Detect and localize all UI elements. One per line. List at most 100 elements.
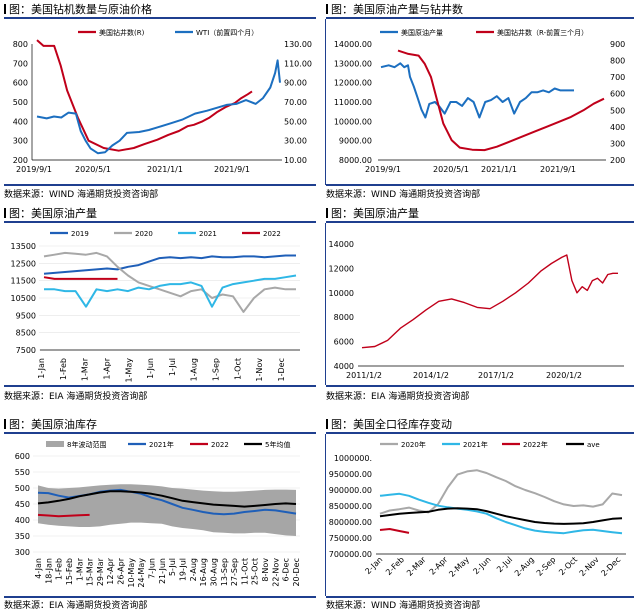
panel-1-source-rule — [4, 184, 316, 186]
x-tick-label-12: 21-Jun — [158, 558, 167, 584]
y-tick-label-2-6: 7500 — [16, 346, 36, 355]
x-tick-label-6: 2-Jul — [495, 555, 514, 574]
x-tick-label-11: 7-Jun — [148, 558, 157, 579]
series-line-1 — [36, 59, 281, 155]
y-tick-label-5-2: 900000.00 — [329, 486, 372, 495]
y2-tick-label-1-2: 700 — [610, 73, 625, 82]
x-tick-label-11: 2-Dec — [599, 555, 622, 578]
x-tick-label-7: 2-Aug — [513, 555, 536, 578]
series-line-2 — [37, 513, 90, 518]
y-tick-label-4-2: 500 — [15, 484, 30, 493]
panel-6-source-rule — [326, 596, 634, 598]
y-tick-label-5-6: 700000.00 — [329, 550, 372, 559]
y-tick-label-3-4: 6000 — [334, 338, 354, 347]
y-tick-label-4-6: 300 — [15, 548, 30, 557]
legend-item-1: 美国钻井数（R-前置三个月） — [497, 28, 588, 37]
y2-tick-label-0-5: 30.00 — [284, 137, 307, 146]
y2-tick-label-1-4: 500 — [610, 106, 625, 115]
y-tick-label-4-0: 600 — [15, 452, 30, 461]
x-tick-label-11: 1-Dec — [277, 358, 286, 381]
x-tick-label-17: 30-Aug — [209, 558, 218, 587]
y-tick-label-4-5: 350 — [15, 532, 30, 541]
panel-6-title: 图：美国全口径库存变动 — [326, 418, 452, 431]
x-tick-label-3: 2021/9/1 — [214, 165, 250, 174]
legend-item-0: 美国原油产量 — [401, 28, 443, 37]
legend-item-0: 美国钻井数(R) — [99, 28, 145, 37]
x-tick-label-3: 1-Apr — [102, 357, 111, 379]
panel-6-title-rule — [326, 432, 634, 434]
y-tick-label-1-1: 13000.00 — [334, 59, 372, 68]
x-tick-label-8: 1-Sep — [212, 358, 221, 381]
y-tick-label-2-5: 8500 — [16, 329, 36, 338]
legend-item-0: 8年波动范围 — [67, 440, 106, 449]
x-tick-label-25: 20-Dec — [292, 558, 301, 587]
y2-tick-label-1-0: 900 — [610, 40, 625, 49]
series-line-3 — [379, 507, 623, 525]
panel-3-source-rule — [4, 385, 316, 387]
legend-item-2: 2022年 — [523, 440, 548, 449]
x-tick-label-2: 1-Mar — [81, 357, 90, 381]
x-tick-label-2: 2021/1/1 — [147, 165, 183, 174]
x-tick-label-6: 29-Mar — [96, 557, 105, 586]
panel-2-source-rule — [326, 184, 634, 186]
x-tick-label-7: 1-Aug — [190, 358, 199, 381]
x-tick-label-9: 2-Oct — [557, 555, 579, 577]
x-tick-label-9: 1-Oct — [233, 358, 242, 380]
series-line-0 — [43, 254, 296, 275]
y-tick-label-1-5: 9000.00 — [339, 137, 372, 146]
total-inventory-change-chart: 1000000. 950000.00 900000.00 850000.00 80000… — [329, 440, 626, 579]
x-tick-label-5: 2-Jun — [471, 555, 492, 576]
panel-3-title-rule — [4, 221, 316, 223]
x-tick-label-21: 25-Oct — [251, 558, 260, 585]
y-tick-label-5-0: 1000000. — [334, 454, 372, 463]
x-tick-label-7: 12-Apr — [106, 557, 115, 584]
legend-item-2: 2021 — [199, 230, 217, 238]
series-line-0 — [361, 254, 618, 349]
y-tick-label-3-2: 10000 — [329, 289, 354, 298]
series-line-3 — [37, 490, 297, 508]
x-tick-label-3: 2-Apr — [428, 555, 450, 577]
panel-5-source-rule — [4, 596, 316, 598]
x-tick-label-3: 2021/9/1 — [540, 165, 576, 174]
y-tick-label-0-6: 200 — [13, 156, 28, 165]
y-tick-label-2-1: 12500 — [11, 259, 36, 268]
range-band — [38, 484, 296, 536]
panel-1-title-rule — [4, 17, 316, 19]
panel-5-title-rule — [4, 432, 316, 434]
series-line-1 — [43, 251, 296, 313]
x-tick-label-19: 27-Sep — [230, 558, 239, 586]
y-tick-label-3-0: 14000 — [329, 240, 354, 249]
series-line-3 — [43, 276, 118, 280]
legend-item-0: 2020年 — [401, 440, 426, 449]
legend-item-0: 2019 — [71, 230, 89, 238]
x-tick-label-0: 2019/9/1 — [16, 165, 52, 174]
x-tick-label-24: 6-Dec — [282, 558, 291, 581]
legend-item-1: 2021年 — [463, 440, 488, 449]
x-tick-label-13: 5-Jul — [168, 558, 177, 576]
x-tick-label-2: 2021/1/1 — [481, 165, 517, 174]
y-tick-label-3-3: 8000 — [334, 313, 354, 322]
x-tick-label-4: 2-May — [447, 555, 471, 579]
y-tick-label-2-3: 10500 — [11, 294, 36, 303]
panel-2-source: 数据来源：WIND 海通期货投资咨询部 — [326, 190, 481, 200]
x-tick-label-1: 1-Feb — [59, 358, 68, 380]
y-tick-label-1-0: 14000.00 — [334, 40, 372, 49]
x-tick-label-8: 2-Sep — [535, 555, 558, 578]
rig-count-vs-oil-price-chart: 800 700 600 500 400 300 200 130.00 110.00 90.00 70… — [13, 28, 312, 174]
x-tick-label-1: 2020/5/1 — [433, 165, 469, 174]
y2-tick-label-0-0: 130.00 — [284, 40, 312, 49]
y-tick-label-4-4: 400 — [15, 516, 30, 525]
y-tick-label-5-1: 950000.00 — [329, 470, 372, 479]
panel-2-title-rule — [326, 17, 634, 19]
x-tick-label-1: 18-Jan — [44, 558, 53, 584]
y-tick-label-0-2: 600 — [13, 79, 28, 88]
legend-item-0-swatch — [46, 441, 64, 447]
series-line-2 — [379, 528, 410, 534]
x-tick-label-3: 15-Feb — [65, 558, 74, 585]
y-tick-label-0-3: 500 — [13, 98, 28, 107]
legend-item-1: 2021年 — [149, 440, 174, 449]
y2-tick-label-0-4: 50.00 — [284, 117, 307, 126]
x-tick-label-8: 26-Apr — [117, 557, 126, 584]
